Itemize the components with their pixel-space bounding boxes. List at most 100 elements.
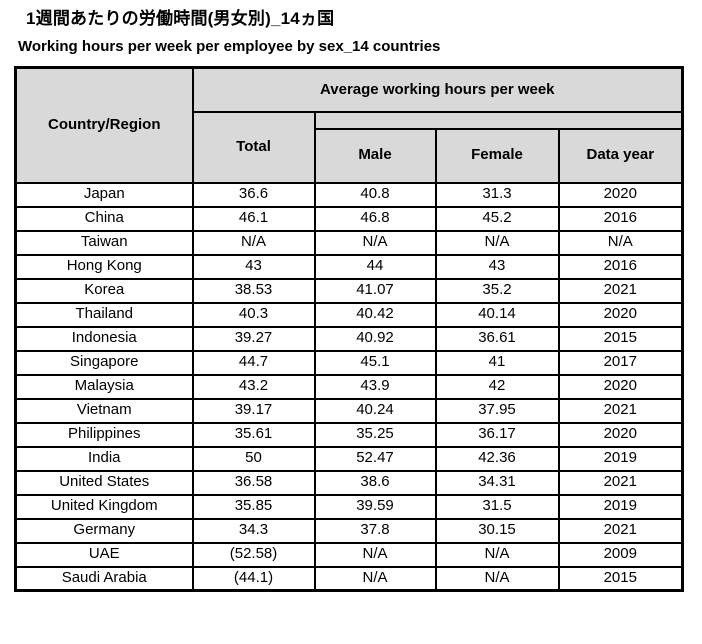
cell-female: 31.5 xyxy=(434,493,560,520)
cell-data-year: 2016 xyxy=(557,205,684,232)
cell-male: 41.07 xyxy=(313,277,437,304)
cell-female: 40.14 xyxy=(434,301,560,328)
table-header: Country/Region Average working hours per… xyxy=(14,66,684,184)
cell-data-year: 2015 xyxy=(557,565,684,592)
cell-total: 36.6 xyxy=(191,181,316,208)
cell-total: 36.58 xyxy=(191,469,316,496)
table-body: Japan 36.6 40.8 31.3 2020 China 46.1 46.8 45.2 20… xyxy=(14,181,684,592)
cell-total: (52.58) xyxy=(191,541,316,568)
cell-male: 40.24 xyxy=(313,397,437,424)
cell-country-region: Germany xyxy=(14,517,194,544)
cell-total: 44.7 xyxy=(191,349,316,376)
table-row: Taiwan N/A N/A N/A N/A xyxy=(14,229,684,256)
header-row-top: Country/Region Average working hours per… xyxy=(14,66,684,184)
table-row: Saudi Arabia (44.1) N/A N/A 2015 xyxy=(14,565,684,592)
cell-total: 43 xyxy=(191,253,316,280)
table-row: UAE (52.58) N/A N/A 2009 xyxy=(14,541,684,568)
cell-total: 39.27 xyxy=(191,325,316,352)
column-header-female: Female xyxy=(434,127,560,184)
cell-female: N/A xyxy=(434,565,560,592)
cell-total: 50 xyxy=(191,445,316,472)
cell-female: 35.2 xyxy=(434,277,560,304)
table-row: Malaysia 43.2 43.9 42 2020 xyxy=(14,373,684,400)
column-group-header-average: Average working hours per week xyxy=(191,66,684,113)
cell-female: 45.2 xyxy=(434,205,560,232)
cell-male: N/A xyxy=(313,541,437,568)
cell-country-region: Hong Kong xyxy=(14,253,194,280)
table-row: Singapore 44.7 45.1 41 2017 xyxy=(14,349,684,376)
cell-female: 37.95 xyxy=(434,397,560,424)
cell-data-year: 2020 xyxy=(557,373,684,400)
cell-country-region: Malaysia xyxy=(14,373,194,400)
cell-country-region: UAE xyxy=(14,541,194,568)
table-row: Indonesia 39.27 40.92 36.61 2015 xyxy=(14,325,684,352)
cell-male: 40.42 xyxy=(313,301,437,328)
cell-male: 38.6 xyxy=(313,469,437,496)
cell-country-region: Vietnam xyxy=(14,397,194,424)
cell-female: 34.31 xyxy=(434,469,560,496)
column-header-total: Total xyxy=(191,110,316,184)
table-row: Hong Kong 43 44 43 2016 xyxy=(14,253,684,280)
cell-country-region: Saudi Arabia xyxy=(14,565,194,592)
cell-country-region: Thailand xyxy=(14,301,194,328)
cell-male: N/A xyxy=(313,229,437,256)
column-header-data-year: Data year xyxy=(557,127,684,184)
cell-male: 40.92 xyxy=(313,325,437,352)
header-row-sub: Male Female Data year xyxy=(16,127,684,184)
cell-total: 35.85 xyxy=(191,493,316,520)
cell-total: 40.3 xyxy=(191,301,316,328)
cell-male: 46.8 xyxy=(313,205,437,232)
cell-female: N/A xyxy=(434,229,560,256)
cell-data-year: 2016 xyxy=(557,253,684,280)
table-row: United Kingdom 35.85 39.59 31.5 2019 xyxy=(14,493,684,520)
cell-data-year: N/A xyxy=(557,229,684,256)
working-hours-table: Country/Region Average working hours per… xyxy=(14,66,685,592)
cell-male: 40.8 xyxy=(313,181,437,208)
cell-male: 39.59 xyxy=(313,493,437,520)
cell-total: 39.17 xyxy=(191,397,316,424)
cell-male: 37.8 xyxy=(313,517,437,544)
cell-data-year: 2019 xyxy=(557,493,684,520)
cell-female: N/A xyxy=(434,541,560,568)
cell-male: 45.1 xyxy=(313,349,437,376)
cell-country-region: Japan xyxy=(14,181,194,208)
cell-male: 52.47 xyxy=(313,445,437,472)
column-header-male: Male xyxy=(313,127,437,184)
table-row: India 50 52.47 42.36 2019 xyxy=(14,445,684,472)
page-title-english: Working hours per week per employee by s… xyxy=(18,38,441,55)
cell-female: 43 xyxy=(434,253,560,280)
cell-female: 42.36 xyxy=(434,445,560,472)
cell-data-year: 2020 xyxy=(557,181,684,208)
cell-country-region: United Kingdom xyxy=(14,493,194,520)
table-row: China 46.1 46.8 45.2 2016 xyxy=(14,205,684,232)
table-row: United States 36.58 38.6 34.31 2021 xyxy=(14,469,684,496)
cell-female: 31.3 xyxy=(434,181,560,208)
cell-data-year: 2009 xyxy=(557,541,684,568)
cell-country-region: India xyxy=(14,445,194,472)
cell-total: 43.2 xyxy=(191,373,316,400)
cell-total: 35.61 xyxy=(191,421,316,448)
cell-data-year: 2015 xyxy=(557,325,684,352)
cell-data-year: 2021 xyxy=(557,397,684,424)
cell-country-region: China xyxy=(14,205,194,232)
table-row: Korea 38.53 41.07 35.2 2021 xyxy=(14,277,684,304)
cell-data-year: 2020 xyxy=(557,301,684,328)
cell-data-year: 2021 xyxy=(557,469,684,496)
table-row: Japan 36.6 40.8 31.3 2020 xyxy=(14,181,684,208)
cell-female: 36.17 xyxy=(434,421,560,448)
table-row: Philippines 35.61 35.25 36.17 2020 xyxy=(14,421,684,448)
cell-male: 35.25 xyxy=(313,421,437,448)
cell-female: 30.15 xyxy=(434,517,560,544)
cell-data-year: 2021 xyxy=(557,277,684,304)
header-spacer xyxy=(313,110,684,130)
cell-country-region: Philippines xyxy=(14,421,194,448)
cell-data-year: 2021 xyxy=(557,517,684,544)
cell-country-region: United States xyxy=(14,469,194,496)
cell-male: 44 xyxy=(313,253,437,280)
cell-female: 41 xyxy=(434,349,560,376)
table-row: Thailand 40.3 40.42 40.14 2020 xyxy=(14,301,684,328)
cell-country-region: Taiwan xyxy=(14,229,194,256)
cell-country-region: Singapore xyxy=(14,349,194,376)
page-title-japanese: 1週間あたりの労働時間(男女別)_14ヵ国 xyxy=(26,9,335,28)
